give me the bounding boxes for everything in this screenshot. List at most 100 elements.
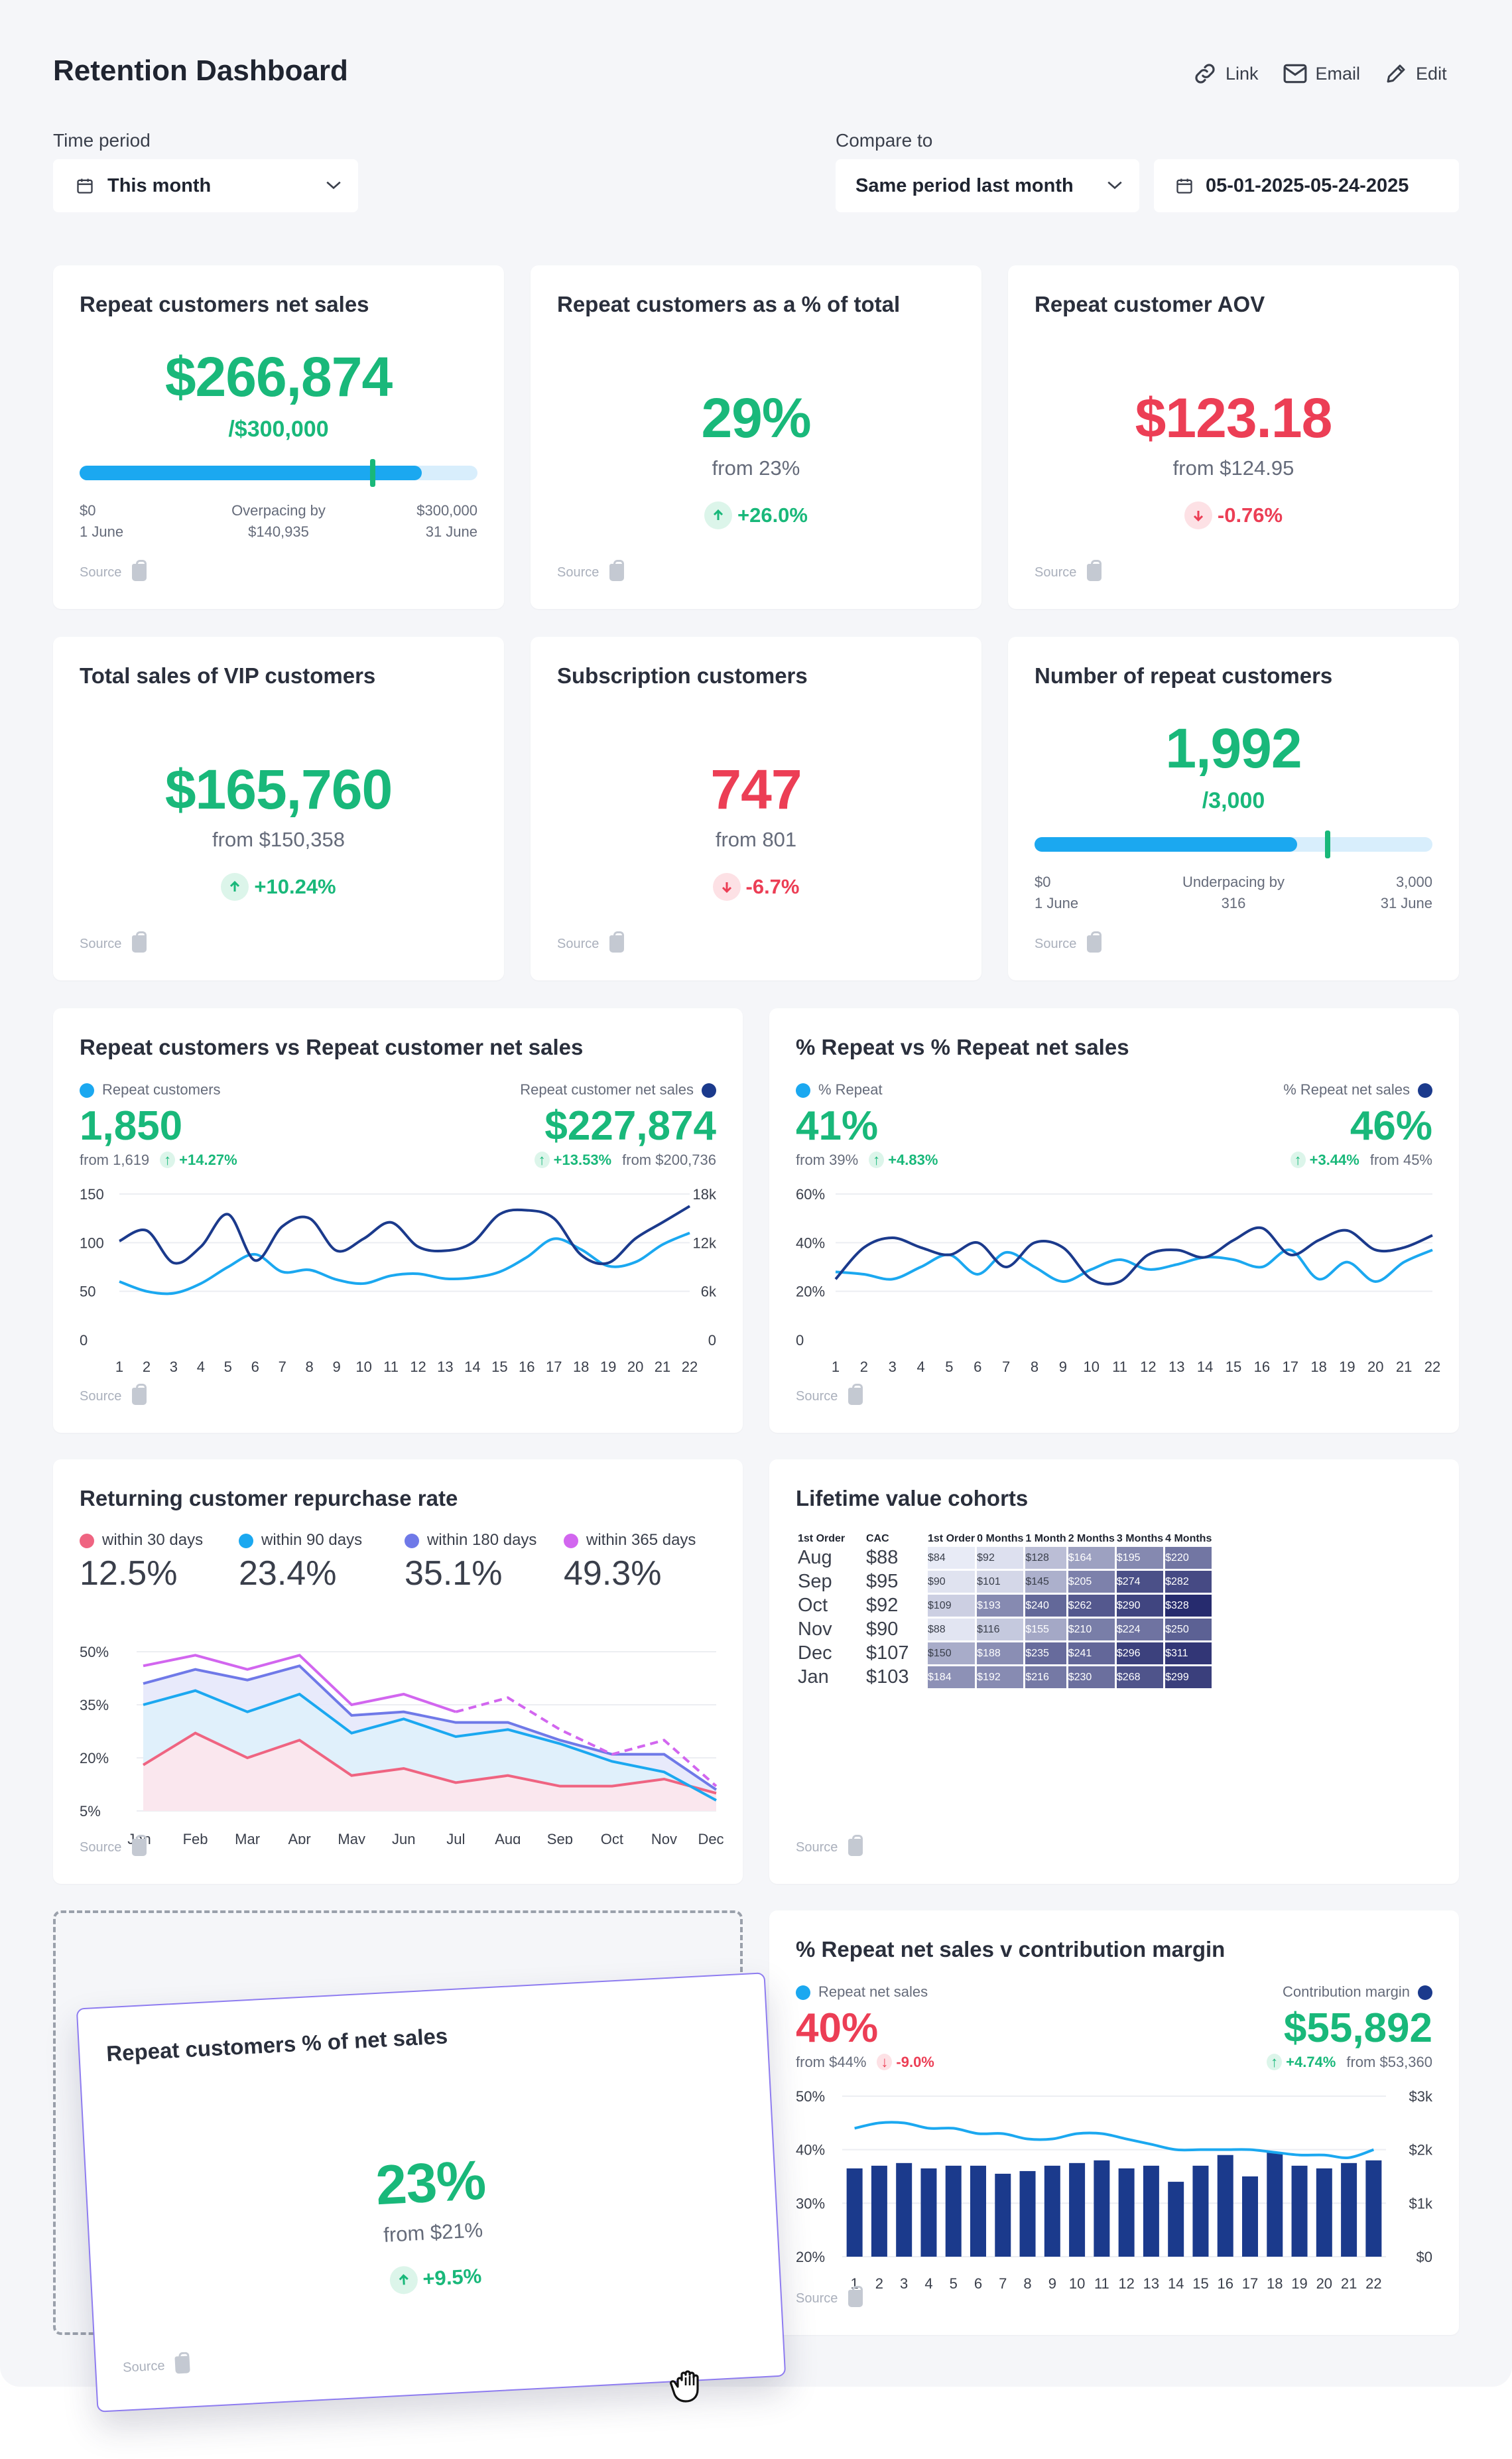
- source-link[interactable]: Source: [80, 560, 147, 581]
- bar: [1192, 2165, 1209, 2257]
- email-button[interactable]: Email: [1283, 61, 1360, 86]
- bar: [1316, 2168, 1332, 2257]
- legend-right: Repeat customer net sales: [520, 1081, 716, 1098]
- time-period-select[interactable]: This month: [53, 159, 358, 212]
- bar: [1069, 2162, 1086, 2257]
- kpi-card-net-sales[interactable]: Repeat customers net sales $266,874 /$30…: [53, 265, 504, 609]
- chart-card-net-sales-margin[interactable]: % Repeat net sales v contribution margin…: [769, 1910, 1459, 2335]
- chart-card-ltv-cohorts[interactable]: Lifetime value cohorts 1st Order CAC 1st O…: [769, 1459, 1459, 1884]
- heatmap-cell: $84: [928, 1547, 976, 1569]
- x-tick-label: Dec: [698, 1831, 724, 1844]
- bar: [920, 2168, 937, 2257]
- legend-value: 49.3%: [564, 1554, 662, 1593]
- x-tick-label: 18: [1267, 2275, 1283, 2289]
- from-value: from $200,736: [622, 1152, 716, 1168]
- source-link[interactable]: Source: [796, 2286, 863, 2307]
- bar: [871, 2165, 887, 2257]
- edit-button[interactable]: Edit: [1384, 61, 1447, 86]
- source-label: Source: [80, 1839, 122, 1855]
- series-headline: 46%: [1350, 1103, 1432, 1149]
- chart-card-pct-repeat[interactable]: % Repeat vs % Repeat net sales % Repeat …: [769, 1008, 1459, 1433]
- x-tick-label: 14: [1197, 1359, 1213, 1375]
- source-link[interactable]: Source: [796, 1835, 863, 1856]
- card-title: Repeat customers net sales: [80, 292, 369, 316]
- heatmap-header: 3 Months: [1116, 1533, 1164, 1544]
- source-link[interactable]: Source: [796, 1384, 863, 1405]
- heatmap-cell: $268: [1116, 1666, 1164, 1688]
- kpi-card-repeat-count[interactable]: Number of repeat customers 1,992 /3,000 …: [1008, 637, 1459, 980]
- y2-tick-label: $1k: [1409, 2195, 1433, 2212]
- legend-item: within 180 days 35.1%: [405, 1531, 536, 1593]
- source-link[interactable]: Source: [80, 1384, 147, 1405]
- source-link[interactable]: Source: [557, 931, 625, 953]
- source-link[interactable]: Source: [80, 931, 147, 953]
- start-value: $0: [80, 502, 96, 519]
- x-tick-label: 10: [355, 1359, 371, 1375]
- source-label: Source: [557, 565, 599, 580]
- arrow-up-icon: ↑: [1267, 2054, 1283, 2070]
- legend-left: Repeat net sales: [796, 1983, 928, 2001]
- source-label: Source: [557, 936, 599, 951]
- date-range-picker[interactable]: 05-01-2025-05-24-2025: [1154, 159, 1459, 212]
- cac-value: $88: [866, 1547, 899, 1568]
- source-link[interactable]: Source: [557, 560, 625, 581]
- series-compare: from 39% ↑ +4.83%: [796, 1152, 938, 1169]
- x-tick-label: 5: [950, 2275, 958, 2289]
- y-tick-label: 50%: [796, 2088, 825, 2105]
- x-tick-label: 6: [251, 1359, 259, 1375]
- heatmap-cell: $195: [1116, 1547, 1164, 1569]
- source-link[interactable]: Source: [1035, 931, 1102, 953]
- kpi-card-vip[interactable]: Total sales of VIP customers $165,760 fr…: [53, 637, 504, 980]
- x-tick-label: 5: [945, 1359, 953, 1375]
- x-tick-label: 3: [900, 2275, 908, 2289]
- legend-left: Repeat customers: [80, 1081, 221, 1098]
- x-tick-label: 11: [1112, 1359, 1127, 1375]
- heatmap-cell: $240: [1025, 1595, 1066, 1617]
- x-tick-label: 2: [875, 2275, 883, 2289]
- pace-label: Underpacing by: [1182, 874, 1285, 890]
- kpi-change: -6.7%: [531, 873, 981, 902]
- legend-dot: [80, 1533, 94, 1548]
- kpi-card-subscriptions[interactable]: Subscription customers 747 from 801 -6.7…: [531, 637, 981, 980]
- source-link[interactable]: Source: [123, 2356, 191, 2376]
- bar: [995, 2173, 1011, 2257]
- compare-value: Same period last month: [855, 174, 1074, 196]
- x-tick-label: 19: [600, 1359, 616, 1375]
- change-badge: ↓ -9.0%: [877, 2054, 934, 2070]
- bar: [1291, 2165, 1308, 2257]
- compare-select[interactable]: Same period last month: [836, 159, 1139, 212]
- change-badge: ↑ +14.27%: [160, 1152, 237, 1168]
- series-compare: ↑ +4.74% from $53,360: [1267, 2054, 1432, 2071]
- bar-line-chart-net-sales-margin: 50%40%30%20%$3k$2k$1k$01 2 3 4 5 6 7 8 9 10 11 12 13…: [796, 2088, 1433, 2289]
- kpi-target: /$300,000: [228, 417, 329, 442]
- pace-text: Overpacing by $140,935: [206, 500, 351, 543]
- heatmap-cell: $235: [1025, 1642, 1066, 1664]
- legend-text: within 180 days: [427, 1531, 537, 1549]
- x-tick-label: 17: [1242, 2275, 1258, 2289]
- heatmap-cell: $192: [977, 1666, 1024, 1688]
- link-button[interactable]: Link: [1192, 61, 1259, 86]
- source-label: Source: [796, 1388, 838, 1404]
- legend-dot: [80, 1083, 94, 1098]
- source-link[interactable]: Source: [1035, 560, 1102, 581]
- legend-label: within 365 days: [564, 1531, 696, 1550]
- kpi-card-aov[interactable]: Repeat customer AOV $123.18 from $124.95…: [1008, 265, 1459, 609]
- arrow-up-icon: [704, 501, 732, 529]
- series-compare: ↑ +3.44% from 45%: [1290, 1152, 1432, 1169]
- cohort-label: Oct: [798, 1595, 828, 1616]
- compare-label: Compare to: [836, 130, 933, 151]
- kpi-card-pct-total[interactable]: Repeat customers as a % of total 29% fro…: [531, 265, 981, 609]
- heatmap-cell: $150: [928, 1642, 976, 1664]
- x-tick-label: 9: [1048, 2275, 1056, 2289]
- x-tick-label: Oct: [601, 1831, 623, 1844]
- shopify-bag-icon: [132, 560, 147, 581]
- start-value: $0: [1035, 874, 1051, 890]
- dragged-kpi-card-pct-net[interactable]: Repeat customers % of net sales 23% from…: [76, 1972, 787, 2413]
- x-tick-label: Apr: [288, 1831, 311, 1844]
- change-value: +4.74%: [1286, 2054, 1336, 2070]
- source-link[interactable]: Source: [80, 1835, 147, 1856]
- change-value: +4.83%: [888, 1152, 938, 1168]
- kpi-from: from $124.95: [1172, 456, 1294, 480]
- chart-card-repurchase-rate[interactable]: Returning customer repurchase rate withi…: [53, 1459, 743, 1884]
- chart-card-repeat-vs-sales[interactable]: Repeat customers vs Repeat customer net …: [53, 1008, 743, 1433]
